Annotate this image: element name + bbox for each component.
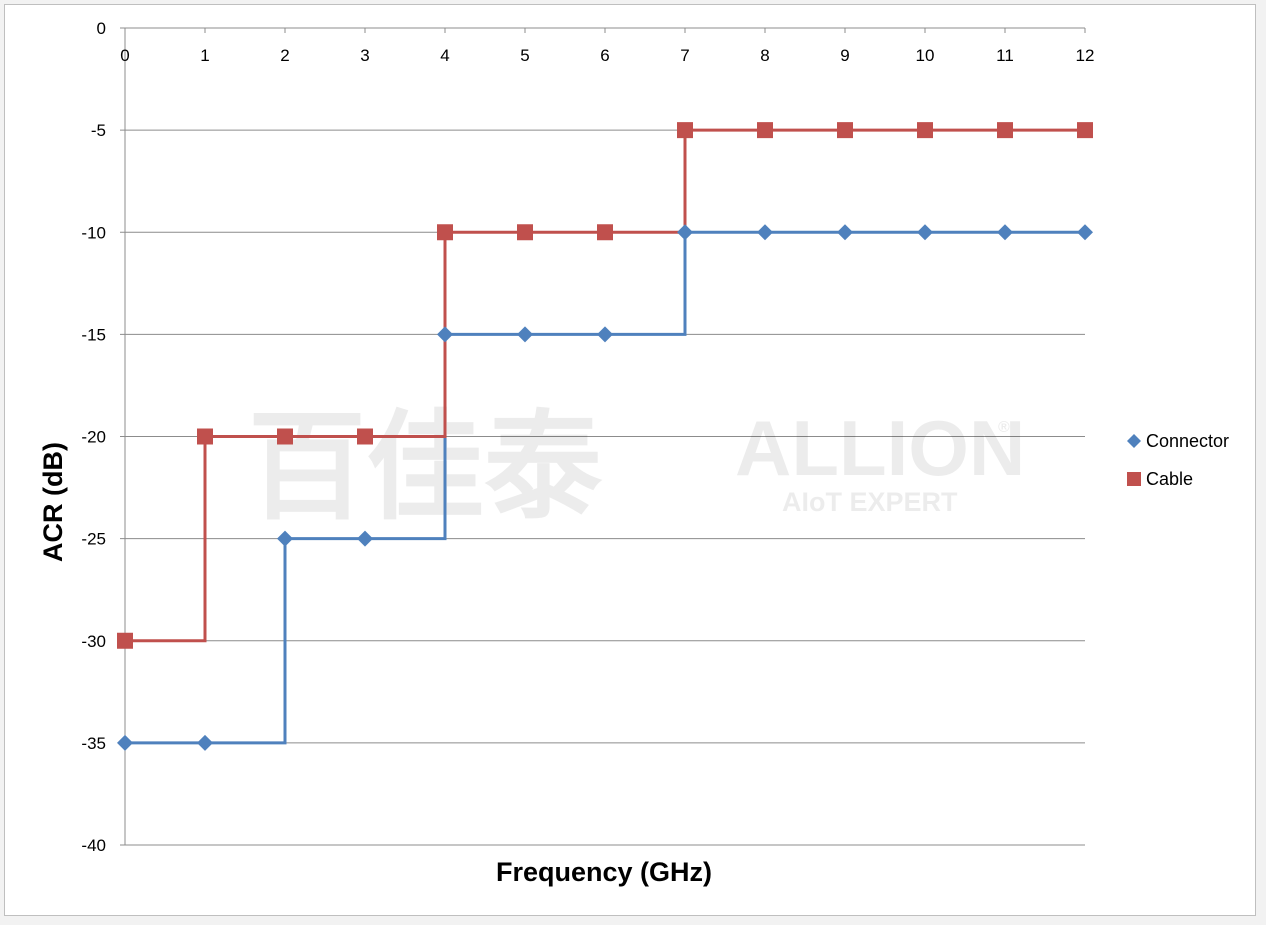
data-point-cable: [437, 224, 453, 241]
data-point-connector: [437, 326, 453, 343]
x-tick-label: 0: [120, 46, 129, 65]
watermark-brand: ALLION: [735, 404, 1025, 492]
data-point-cable: [757, 122, 773, 139]
x-tick-label: 2: [280, 46, 289, 65]
x-tick-label: 1: [200, 46, 209, 65]
series-lines: [125, 128, 1085, 745]
data-point-connector: [117, 734, 133, 751]
data-point-connector: [757, 224, 773, 241]
legend: Connector Cable: [1127, 431, 1229, 489]
data-point-connector: [357, 530, 373, 547]
data-point-cable: [197, 428, 213, 445]
legend-item-connector: Connector: [1127, 431, 1229, 451]
x-axis-title: Frequency (GHz): [496, 857, 712, 887]
x-tick-labels: 0 1 2 3 4 5 6 7 8 9 10 11 12: [120, 46, 1094, 65]
y-tick-label: 0: [97, 19, 106, 38]
series-markers: [117, 122, 1093, 751]
data-point-cable: [357, 428, 373, 445]
data-point-cable: [997, 122, 1013, 139]
y-tick-labels: 0 -5 -10 -15 -20 -25 -30 -35 -40: [81, 19, 106, 855]
data-point-cable: [117, 632, 133, 649]
data-point-cable: [1077, 122, 1093, 139]
watermark-registered: ®: [998, 419, 1010, 436]
y-tick-label: -30: [81, 632, 106, 651]
data-point-connector: [517, 326, 533, 343]
watermark-tagline: AIoT EXPERT: [782, 487, 958, 517]
data-point-connector: [197, 734, 213, 751]
y-axis-title: ACR (dB): [38, 442, 68, 562]
data-point-cable: [677, 122, 693, 139]
x-tick-label: 6: [600, 46, 609, 65]
y-tick-label: -25: [81, 530, 106, 549]
legend-marker: [1127, 472, 1141, 486]
data-point-cable: [917, 122, 933, 139]
data-point-connector: [597, 326, 613, 343]
x-tick-label: 10: [916, 46, 935, 65]
legend-label: Connector: [1146, 431, 1229, 451]
data-point-connector: [917, 224, 933, 241]
series-line-cable: [125, 128, 1085, 643]
data-point-connector: [277, 530, 293, 547]
data-point-cable: [277, 428, 293, 445]
data-point-connector: [837, 224, 853, 241]
watermark-chinese: 百佳泰: [248, 398, 603, 536]
x-tick-label: 3: [360, 46, 369, 65]
chart-area: [4, 4, 1256, 916]
data-point-cable: [597, 224, 613, 241]
legend-marker: [1127, 434, 1141, 448]
x-tick-label: 4: [440, 46, 449, 65]
y-tick-label: -10: [81, 223, 106, 242]
y-tick-label: -15: [81, 325, 106, 344]
data-point-cable: [517, 224, 533, 241]
x-tick-label: 12: [1076, 46, 1095, 65]
legend-label: Cable: [1146, 469, 1193, 489]
series-line-connector: [125, 230, 1085, 745]
data-point-connector: [677, 224, 693, 241]
x-tick-label: 7: [680, 46, 689, 65]
x-tick-label: 11: [996, 46, 1014, 65]
legend-item-cable: Cable: [1127, 469, 1193, 489]
x-tick-label: 8: [760, 46, 769, 65]
y-tick-label: -5: [91, 121, 106, 140]
axes: [120, 27, 1086, 846]
x-tick-label: 5: [520, 46, 529, 65]
watermark: 百佳泰 ALLION AIoT EXPERT ®: [248, 398, 1025, 536]
y-tick-label: -40: [81, 836, 106, 855]
x-tick-label: 9: [840, 46, 849, 65]
y-tick-label: -20: [81, 428, 106, 447]
data-point-connector: [997, 224, 1013, 241]
data-point-cable: [837, 122, 853, 139]
y-tick-label: -35: [81, 734, 106, 753]
data-point-connector: [1077, 224, 1093, 241]
